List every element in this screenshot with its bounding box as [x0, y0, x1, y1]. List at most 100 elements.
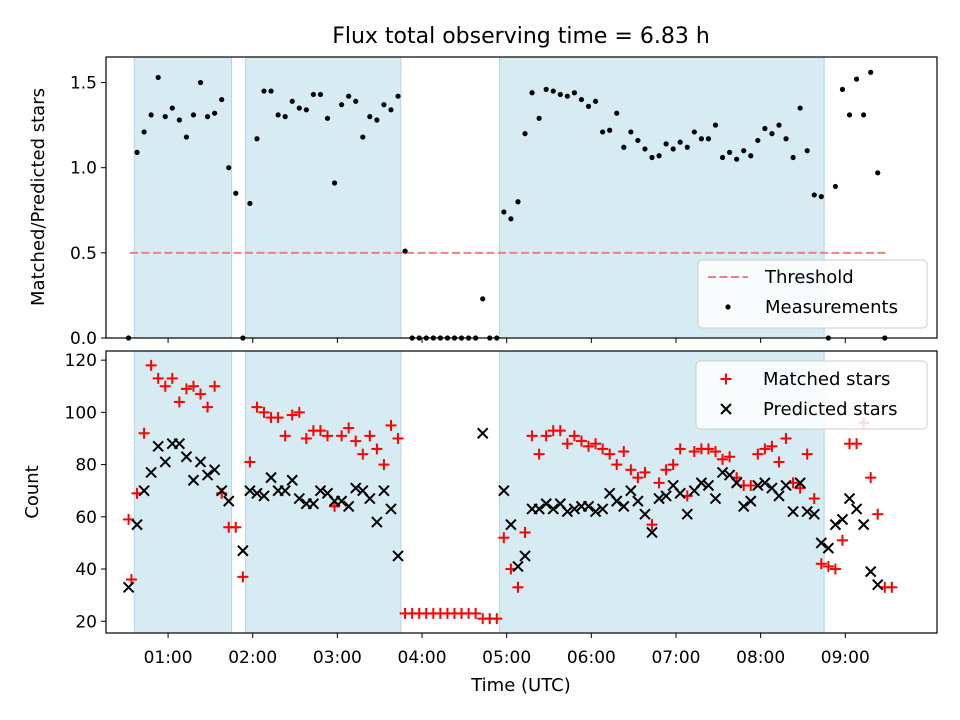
predicted-star-mark	[131, 518, 143, 531]
measurement-point	[564, 93, 570, 99]
measurement-point	[353, 98, 359, 104]
measurement-point	[148, 112, 154, 118]
predicted-star-mark	[385, 503, 397, 515]
predicted-star-point	[759, 477, 771, 489]
predicted-star-mark	[307, 498, 320, 510]
predicted-star-mark	[505, 518, 517, 531]
measurement-point	[727, 149, 733, 155]
matched-star-point	[752, 448, 764, 460]
predicted-star-point	[674, 487, 686, 500]
predicted-star-point	[738, 500, 750, 513]
predicted-star-mark	[244, 484, 256, 497]
measurement-point	[762, 125, 768, 132]
measurement-point	[677, 139, 683, 145]
measurement-point	[861, 112, 867, 118]
predicted-star-mark	[342, 500, 355, 513]
measurement-point	[875, 170, 881, 176]
predicted-star-point	[780, 479, 792, 492]
predicted-star-point	[653, 492, 665, 505]
measurement-point	[155, 74, 161, 81]
measurement-point	[339, 102, 345, 108]
predicted-star-point	[646, 526, 658, 539]
predicted-star-mark	[745, 495, 757, 507]
y-tick-label: 20	[75, 612, 97, 632]
matched-star-point	[667, 459, 679, 471]
bottom-y-axis-label: Count	[22, 465, 43, 518]
predicted-star-mark	[392, 550, 404, 562]
measurement-point	[317, 91, 324, 98]
matched-star-point	[533, 448, 545, 460]
y-tick-label: 40	[75, 560, 97, 580]
predicted-star-point	[279, 484, 291, 497]
measurement-point	[190, 112, 197, 118]
predicted-star-mark	[321, 487, 334, 500]
matched-star-point	[851, 438, 863, 450]
predicted-star-point	[223, 495, 235, 507]
predicted-star-point	[822, 542, 835, 554]
x-tick-label: 07:00	[651, 648, 700, 668]
measurement-point	[212, 110, 218, 116]
predicted-star-point	[540, 498, 552, 510]
predicted-star-mark	[780, 479, 792, 492]
measurement-point	[536, 115, 542, 121]
predicted-star-point	[843, 492, 856, 505]
shaded-interval	[133, 350, 233, 634]
predicted-star-point	[145, 466, 157, 479]
matched-star-point	[180, 383, 192, 395]
predicted-star-mark	[773, 490, 785, 502]
predicted-star-point	[618, 500, 630, 513]
predicted-star-mark	[159, 456, 171, 468]
predicted-star-mark	[314, 484, 327, 497]
predicted-star-point	[596, 503, 609, 515]
measurement-point	[853, 76, 860, 82]
shaded-interval	[245, 350, 402, 634]
legend-measurements-swatch	[725, 304, 731, 310]
predicted-star-mark	[173, 437, 186, 450]
predicted-star-mark	[618, 500, 630, 513]
predicted-star-mark	[738, 500, 750, 513]
measurement-point	[275, 112, 281, 118]
measurement-point	[846, 112, 853, 118]
measurement-point	[832, 183, 839, 190]
predicted-star-point	[265, 471, 277, 484]
predicted-star-mark	[639, 508, 651, 520]
predicted-star-point	[829, 518, 842, 531]
measurement-point	[508, 216, 514, 222]
predicted-star-mark	[568, 503, 581, 515]
measurement-point	[656, 153, 662, 159]
predicted-star-point	[808, 508, 820, 520]
predicted-star-point	[533, 503, 545, 515]
measurement-point	[649, 154, 655, 161]
matched-star-point	[343, 422, 355, 434]
predicted-star-mark	[279, 484, 291, 497]
matched-star-point	[794, 482, 806, 494]
predicted-star-point	[251, 487, 263, 500]
measurement-point	[303, 107, 309, 113]
predicted-star-mark	[723, 469, 736, 481]
predicted-star-mark	[815, 537, 828, 549]
predicted-star-point	[716, 466, 729, 479]
predicted-star-mark	[498, 484, 510, 497]
measurement-point	[698, 136, 704, 142]
measurement-point	[776, 122, 782, 128]
measurement-point	[741, 148, 747, 154]
matched-star-point	[350, 435, 362, 447]
matched-star-point	[702, 443, 714, 455]
shaded-interval	[245, 56, 402, 339]
matched-star-point	[646, 519, 658, 531]
legend-measurements-label: Measurements	[765, 297, 898, 318]
measurement-point	[367, 114, 373, 120]
y-tick-label: 100	[65, 403, 97, 423]
predicted-star-mark	[646, 526, 658, 539]
matched-star-point	[286, 409, 298, 421]
legend-box	[695, 360, 928, 430]
predicted-star-point	[364, 492, 376, 505]
predicted-star-mark	[138, 484, 150, 497]
matched-star-point	[618, 446, 630, 458]
predicted-star-mark	[582, 500, 595, 513]
predicted-star-mark	[709, 492, 722, 505]
measurement-point	[804, 148, 810, 154]
measurement-point	[748, 153, 754, 159]
measurement-point	[557, 91, 563, 98]
measurement-point	[578, 96, 585, 103]
